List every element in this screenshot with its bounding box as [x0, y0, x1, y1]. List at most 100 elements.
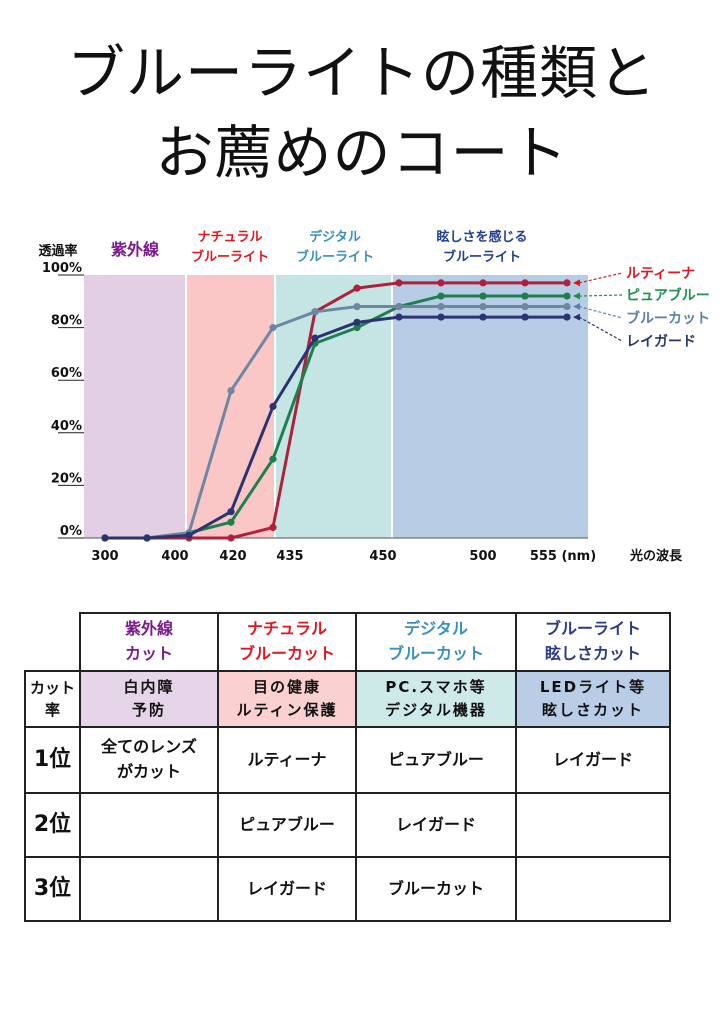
page-title-line1: ブルーライトの種類と: [66, 39, 657, 107]
header-glare-cut: ブルーライト 眩しさカット: [515, 612, 671, 672]
x-axis-label: 光の波長: [629, 548, 683, 564]
use-natural: 目の健康 ルティン保護: [217, 670, 357, 728]
y-tick-5: 100%: [42, 261, 82, 276]
legend-label-0: ルティーナ: [626, 266, 695, 282]
legend-arrow-2: [573, 303, 580, 311]
series-2-point-5: [311, 308, 319, 316]
rank-2-digital: レイガード: [355, 792, 517, 858]
series-2-point-8: [437, 302, 445, 311]
series-3-point-4: [269, 402, 277, 411]
band-label-2-1: ブルーライト: [296, 249, 374, 265]
band-label-0-0: 紫外線: [111, 240, 159, 259]
x-tick-1: 400: [161, 549, 188, 564]
header-natural-blue-cut: ナチュラル ブルーカット: [217, 612, 357, 672]
cut-rate-label: カット率: [24, 670, 81, 728]
use-digital: PC.スマホ等 デジタル機器: [355, 670, 517, 728]
rank-1-uv: 全てのレンズ がカット: [79, 726, 219, 794]
use-glare: LEDライト等 眩しさカット: [515, 670, 671, 728]
series-0-point-6: [353, 284, 361, 292]
y-tick-3: 60%: [51, 366, 82, 381]
series-3-point-11: [563, 313, 571, 321]
series-2-point-3: [227, 387, 235, 395]
series-1-point-10: [521, 292, 529, 300]
y-tick-1: 20%: [51, 471, 82, 486]
x-tick-5: 500: [469, 549, 496, 564]
series-1-point-6: [353, 324, 361, 332]
series-3-point-2: [185, 531, 193, 539]
rank-3-glare: [515, 856, 671, 922]
rank-3-digital: ブルーカット: [355, 856, 517, 922]
series-3-point-10: [521, 313, 529, 321]
band-3: [392, 275, 588, 538]
series-0-point-9: [479, 279, 487, 287]
series-3-point-1: [143, 534, 151, 542]
x-tick-2: 420: [219, 549, 246, 564]
legend-label-1: ピュアブルー: [626, 287, 710, 304]
band-0: [84, 275, 186, 538]
y-tick-0: 0%: [60, 524, 82, 539]
series-3-point-9: [479, 313, 487, 321]
legend-pointer-2: [578, 305, 623, 319]
series-3-point-6: [353, 318, 361, 326]
use-uv: 白内障 予防: [79, 670, 219, 728]
rank-1-digital: ピュアブルー: [355, 726, 517, 794]
y-tick-2: 40%: [51, 419, 82, 434]
series-0-point-10: [521, 279, 529, 287]
legend-pointer-0: [578, 272, 623, 284]
series-1-point-3: [227, 518, 235, 526]
legend-arrow-0: [573, 279, 580, 287]
rank-1-glare: レイガード: [515, 726, 671, 794]
series-2-point-9: [479, 302, 487, 311]
band-label-1-0: ナチュラル: [197, 230, 262, 245]
legend-pointer-3: [578, 316, 623, 342]
x-tick-4: 450: [369, 549, 396, 564]
rank-3-uv: [79, 856, 219, 922]
series-2-point-6: [353, 302, 361, 311]
series-0-point-3: [227, 534, 235, 542]
series-3-point-3: [227, 508, 235, 516]
legend-arrow-3: [573, 313, 580, 321]
legend-arrow-1: [573, 292, 580, 300]
series-0-point-8: [437, 279, 445, 287]
band-label-1-1: ブルーライト: [191, 249, 269, 265]
legend-label-2: ブルーカット: [626, 310, 710, 327]
recommendation-table: 紫外線 カット ナチュラル ブルーカット デジタル ブルーカット ブルーライト 眩しさカ…: [24, 612, 671, 922]
header-digital-blue-cut: デジタル ブルーカット: [355, 612, 517, 672]
series-3-point-5: [311, 334, 319, 342]
transmittance-chart: 0% 20% 40% 60% 80% 100% 透過率 300 400 420 435 450 500 5…: [38, 229, 710, 564]
band-label-3-1: ブルーライト: [443, 249, 521, 265]
series-3-point-0: [101, 534, 109, 542]
rank-2-label: 2位: [24, 792, 81, 858]
series-3-point-7: [395, 313, 403, 321]
header-uv-cut: 紫外線 カット: [79, 612, 219, 672]
rank-1-label: 1位: [24, 726, 81, 794]
series-1-point-9: [479, 292, 487, 300]
y-tick-4: 80%: [51, 314, 82, 329]
y-axis-label: 透過率: [38, 243, 77, 259]
rank-2-natural: ピュアブルー: [217, 792, 357, 858]
legend-pointer-1: [578, 294, 623, 297]
series-0-point-7: [395, 279, 403, 287]
legend-label-3: レイガード: [626, 334, 696, 350]
x-tick-0: 300: [91, 549, 118, 564]
band-label-2-0: デジタル: [309, 229, 361, 245]
series-line-3: [105, 315, 567, 540]
series-3-point-8: [437, 313, 445, 321]
rank-3-label: 3位: [24, 856, 81, 922]
series-line-2: [105, 305, 567, 540]
rank-2-uv: [79, 792, 219, 858]
series-1-point-11: [563, 292, 571, 300]
series-2-point-10: [521, 302, 529, 311]
x-tick-3: 435: [276, 549, 303, 564]
page-title-line2: お薦めのコート: [155, 119, 569, 187]
series-2-point-7: [395, 302, 403, 311]
rank-1-natural: ルティーナ: [217, 726, 357, 794]
band-label-3-0: 眩しさを感じる: [436, 229, 527, 245]
series-2-point-11: [563, 302, 571, 311]
series-0-point-4: [269, 523, 277, 532]
x-tick-6: 555 (nm): [530, 549, 596, 564]
series-line-0: [105, 281, 567, 540]
series-1-point-8: [437, 292, 445, 300]
rank-3-natural: レイガード: [217, 856, 357, 922]
table-corner: [25, 613, 81, 672]
